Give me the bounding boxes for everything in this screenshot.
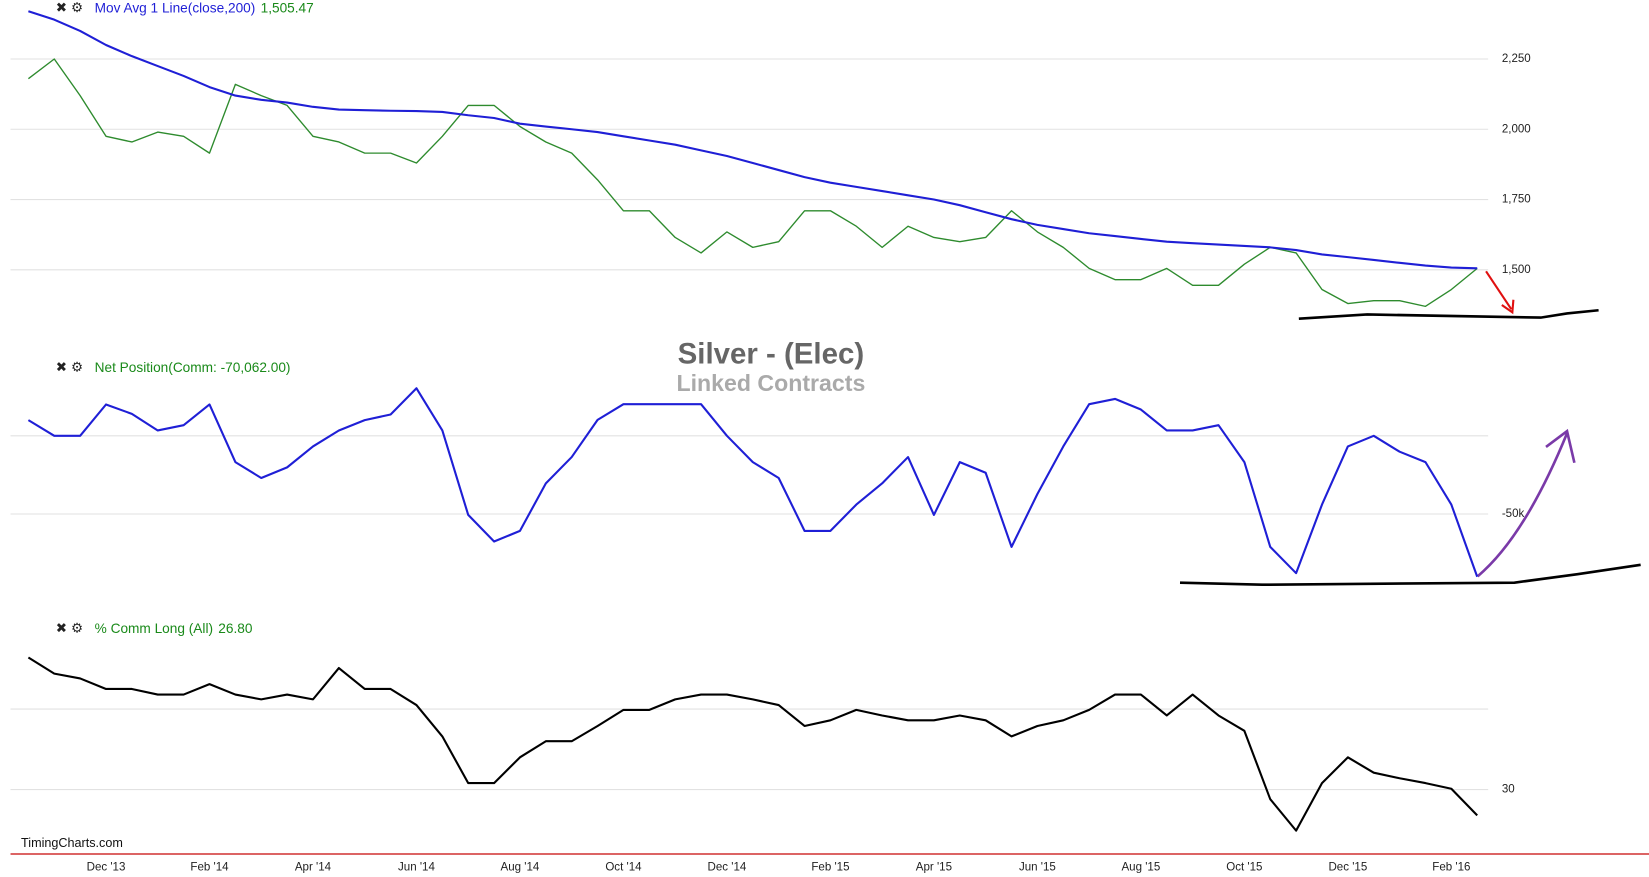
red-arrow-head: [1501, 299, 1515, 315]
x-tick-label: Jun '15: [1019, 862, 1056, 874]
legend-label: Net Position(Comm: -70,062.00): [95, 360, 291, 375]
x-tick-label: Feb '16: [1432, 862, 1470, 874]
watermark: TimingCharts.com: [21, 836, 123, 850]
y-tick-label: 30: [1502, 784, 1515, 796]
y-tick-label: 2,250: [1502, 53, 1531, 65]
legend-label: Mov Avg 1 Line(close,200): [95, 0, 256, 15]
x-tick-label: Dec '13: [87, 862, 126, 874]
purple-arrow: [1476, 432, 1569, 578]
x-tick-label: Jun '14: [398, 862, 435, 874]
chart-subtitle: Linked Contracts: [676, 370, 865, 396]
series-line: [28, 10, 1478, 270]
y-tick-label: -50k: [1502, 508, 1525, 520]
support-line: [1298, 308, 1599, 320]
series-line: [27, 387, 1479, 578]
x-tick-label: Aug '15: [1121, 862, 1160, 874]
legend-label: % Comm Long (All): [95, 621, 213, 636]
legend-value: 1,505.47: [261, 0, 314, 15]
legend-entry: Mov Avg 1 Line(close,200) 1,505.47: [95, 0, 314, 15]
series-line: [27, 58, 1478, 308]
x-tick-label: Feb '14: [190, 862, 229, 874]
x-tick-label: Dec '15: [1328, 862, 1367, 874]
legend-entry: Net Position(Comm: -70,062.00): [95, 360, 291, 375]
panel-icons: ✖ ⚙: [56, 360, 83, 375]
red-arrow: [1485, 270, 1513, 310]
x-tick-label: Feb '15: [811, 862, 849, 874]
legend-value: 26.80: [218, 621, 253, 636]
y-tick-label: 2,000: [1502, 123, 1531, 135]
x-tick-label: Apr '14: [295, 862, 332, 874]
x-tick-label: Oct '15: [1226, 862, 1262, 874]
panel-icons: ✖ ⚙: [56, 621, 83, 636]
chart-title: Silver - (Elec): [678, 337, 865, 370]
legend-entry: % Comm Long (All) 26.80: [95, 621, 253, 636]
y-tick-label: 1,500: [1502, 264, 1531, 276]
x-tick-label: Aug '14: [501, 862, 540, 874]
panel-icons: ✖ ⚙: [56, 0, 83, 15]
series-line: [27, 656, 1478, 832]
purple-arrow-head: [1545, 428, 1576, 464]
y-tick-label: 1,750: [1502, 194, 1531, 206]
x-tick-label: Dec '14: [708, 862, 747, 874]
support-line: [1179, 563, 1641, 587]
x-tick-label: Oct '14: [605, 862, 642, 874]
x-tick-label: Apr '15: [916, 862, 952, 874]
chart-body: Silver - (Elec) Linked Contracts TimingC…: [10, 0, 1649, 874]
